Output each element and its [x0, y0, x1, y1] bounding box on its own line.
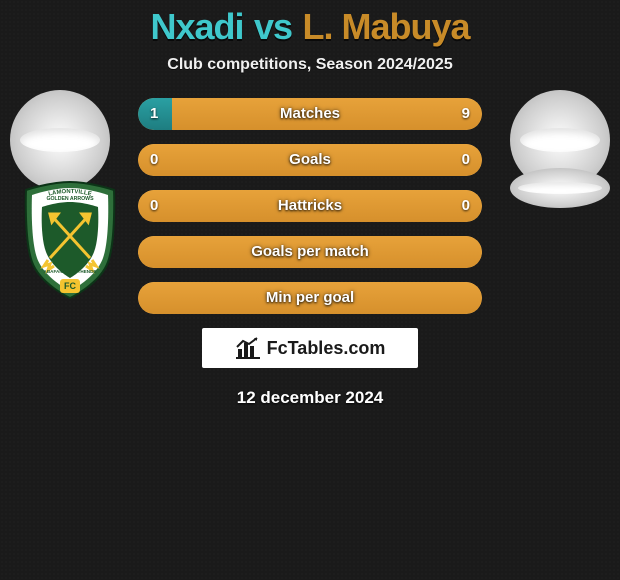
stat-bar-b: [172, 98, 482, 130]
svg-text:FC: FC: [64, 281, 76, 291]
stat-value-b: 0: [462, 144, 470, 176]
stat-row: 00Hattricks: [138, 190, 482, 222]
player-a-avatar: [10, 90, 110, 190]
stat-row: Goals per match: [138, 236, 482, 268]
stat-value-a: 0: [150, 144, 158, 176]
stat-value-b: 9: [462, 98, 470, 130]
subtitle: Club competitions, Season 2024/2025: [0, 56, 620, 74]
player-a-name: Nxadi: [150, 6, 243, 48]
svg-text:GOLDEN ARROWS: GOLDEN ARROWS: [46, 196, 94, 202]
branding-badge: FcTables.com: [202, 328, 418, 368]
stats-list: 19Matches00Goals00HattricksGoals per mat…: [138, 98, 482, 314]
vs-label: vs: [254, 6, 292, 48]
branding-text: FcTables.com: [267, 338, 386, 359]
svg-text:ABAFANA BES'THENDE: ABAFANA BES'THENDE: [44, 269, 97, 274]
stat-row: 00Goals: [138, 144, 482, 176]
bar-chart-icon: [235, 337, 261, 359]
title-row: Nxadi vs L. Mabuya: [0, 6, 620, 48]
stat-value-a: 1: [150, 98, 158, 130]
stat-row: 19Matches: [138, 98, 482, 130]
stat-row: Min per goal: [138, 282, 482, 314]
club-b-crest-placeholder: [510, 168, 610, 208]
player-b-name: L. Mabuya: [302, 6, 469, 48]
stat-value-a: 0: [150, 190, 158, 222]
date-line: 12 december 2024: [0, 388, 620, 408]
stat-value-b: 0: [462, 190, 470, 222]
club-a-crest: LAMONTVILLE GOLDEN ARROWS ABAFANA BES'TH…: [20, 180, 120, 300]
